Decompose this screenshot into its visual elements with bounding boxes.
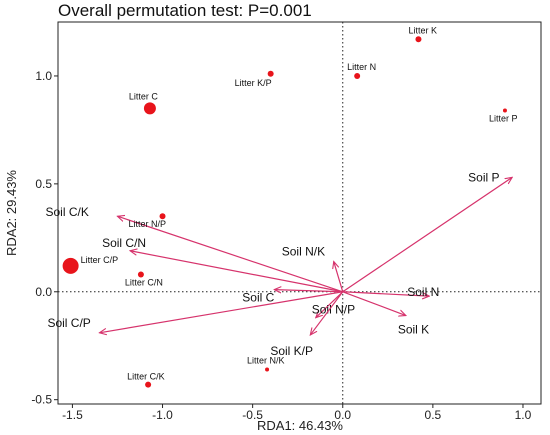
x-tick-label: -1.0	[152, 408, 173, 422]
arrow-label-soil-n-k: Soil N/K	[282, 245, 325, 259]
point-litter-c-n	[137, 271, 144, 278]
arrow-soil-p	[342, 177, 512, 293]
arrow-soil-n-k	[334, 262, 344, 292]
arrow-soil-c-n	[130, 251, 343, 293]
arrow-label-soil-p: Soil P	[468, 170, 499, 184]
point-label-litter-c-p: Litter C/P	[81, 255, 119, 265]
arrow-label-soil-k-p: Soil K/P	[270, 344, 313, 358]
x-tick-label: -0.5	[242, 408, 263, 422]
arrow-soil-c-p	[99, 291, 343, 333]
point-litter-n-p	[159, 213, 166, 220]
arrow-label-soil-c-k: Soil C/K	[45, 205, 88, 219]
point-label-litter-p: Litter P	[489, 113, 518, 123]
y-tick-label: -0.5	[31, 393, 52, 407]
point-litter-n-k	[265, 367, 270, 372]
arrow-label-soil-c-n: Soil C/N	[102, 236, 146, 250]
point-litter-c	[143, 102, 156, 115]
arrow-label-soil-k: Soil K	[398, 323, 429, 337]
y-axis-label: RDA2: 29.43%	[4, 170, 19, 256]
arrow-label-soil-c: Soil C	[242, 291, 274, 305]
point-label-litter-k-p: Litter K/P	[235, 78, 272, 88]
x-tick-label: 0.0	[334, 408, 351, 422]
arrow-label-soil-c-p: Soil C/P	[47, 316, 90, 330]
y-tick-label: 0.0	[35, 285, 52, 299]
zero-lines	[58, 22, 541, 404]
x-tick-label: -1.5	[62, 408, 83, 422]
arrow-soil-k-p	[310, 291, 344, 335]
arrow-label-soil-n: Soil N	[407, 285, 439, 299]
point-label-litter-c: Litter C	[129, 91, 159, 101]
point-litter-c-k	[145, 381, 152, 388]
y-axis: -0.5 0.0 0.5 1.0	[31, 69, 58, 407]
point-label-litter-c-n: Litter C/N	[125, 278, 163, 288]
arrow-layer: Soil P Soil C/K Soil C/N Soil N/K Soil N Soil…	[45, 170, 512, 358]
x-tick-label: 1.0	[515, 408, 532, 422]
x-tick-label: 0.5	[425, 408, 442, 422]
arrow-soil-k	[342, 291, 406, 316]
x-axis: -1.5 -1.0 -0.5 0.0 0.5 1.0	[62, 404, 532, 422]
point-label-litter-k: Litter K	[408, 25, 437, 35]
point-litter-c-p	[62, 257, 79, 274]
point-litter-k	[415, 36, 422, 43]
plot-frame	[57, 21, 542, 405]
point-label-litter-n: Litter N	[347, 62, 376, 72]
point-label-litter-n-k: Litter N/K	[247, 355, 285, 365]
point-layer: Litter K Litter N Litter K/P Litter C Litter…	[62, 25, 518, 388]
chart-title: Overall permutation test: P=0.001	[58, 1, 312, 20]
arrow-soil-c-k	[117, 216, 343, 293]
point-label-litter-n-p: Litter N/P	[129, 219, 167, 229]
y-tick-label: 0.5	[35, 177, 52, 191]
point-litter-k-p	[267, 70, 274, 77]
arrow-soil-n-p	[316, 291, 344, 318]
arrow-soil-c	[274, 290, 343, 292]
point-label-litter-c-k: Litter C/K	[127, 372, 165, 382]
arrow-label-soil-n-p: Soil N/P	[312, 303, 355, 317]
point-litter-n	[354, 72, 361, 79]
point-litter-p	[502, 108, 507, 113]
arrow-soil-n	[342, 291, 430, 296]
x-axis-label: RDA1: 46.43%	[257, 418, 343, 433]
y-tick-label: 1.0	[35, 69, 52, 83]
